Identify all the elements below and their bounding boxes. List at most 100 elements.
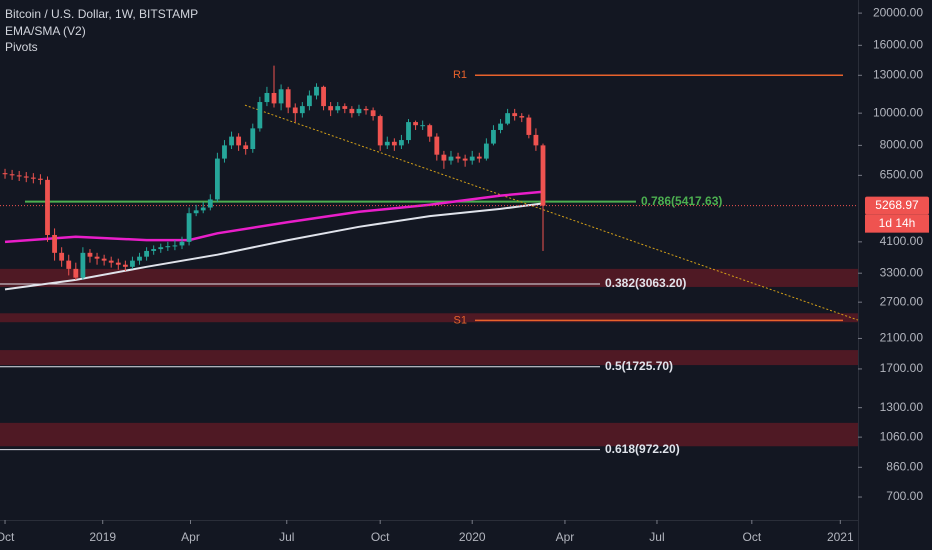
candle-body <box>108 260 114 263</box>
fib-label: 0.786(5417.63) <box>641 194 722 208</box>
candle-body <box>66 260 72 269</box>
candle-body <box>427 125 433 137</box>
candle-body <box>377 116 383 146</box>
x-tick-label: Apr <box>556 530 575 544</box>
candle-body <box>158 247 164 250</box>
candle-body <box>257 102 263 129</box>
candle-body <box>420 125 426 127</box>
candle-body <box>172 245 178 247</box>
candle-body <box>45 179 50 235</box>
candle-body <box>342 106 348 109</box>
zone <box>0 350 858 366</box>
candle-body <box>243 145 249 150</box>
candle-body <box>321 86 326 107</box>
x-tick-label: Oct <box>742 530 761 544</box>
candle-body <box>434 136 440 155</box>
y-tick-label: 2100.00 <box>880 331 924 345</box>
candle-body <box>469 156 475 161</box>
candle-body <box>356 108 362 114</box>
candle-body <box>391 141 397 146</box>
candle-body <box>137 256 142 261</box>
fib-label: 0.5(1725.70) <box>605 359 673 373</box>
candle-body <box>491 129 496 144</box>
y-tick-label: 1300.00 <box>880 400 924 414</box>
candle-body <box>250 128 256 150</box>
candle-body <box>349 108 355 114</box>
trendline <box>244 104 859 321</box>
x-tick-label: Oct <box>371 530 390 544</box>
candle-body <box>519 116 525 118</box>
candle-body <box>512 113 518 117</box>
y-tick-label: 16000.00 <box>873 37 923 51</box>
y-tick-label: 6500.00 <box>880 168 924 182</box>
candle-body <box>122 264 128 267</box>
candle-body <box>328 106 334 111</box>
candle-body <box>52 234 57 253</box>
countdown-tag <box>865 214 929 233</box>
candle-body <box>30 177 36 179</box>
x-tick-label: 2019 <box>89 530 116 544</box>
candle-body <box>540 145 546 206</box>
candle-body <box>533 134 539 146</box>
plot-area <box>0 65 859 451</box>
x-tick-label: 2020 <box>459 530 486 544</box>
candle-body <box>526 117 532 135</box>
candle-body <box>278 89 284 104</box>
x-tick-label: Jul <box>649 530 664 544</box>
candle-body <box>16 175 22 177</box>
candle-body <box>314 86 319 96</box>
candle-body <box>448 156 454 161</box>
candle-body <box>462 158 468 161</box>
indicator-name: EMA/SMA (V2) <box>5 24 86 38</box>
x-tick-label: Jul <box>279 530 294 544</box>
candle-body <box>179 241 185 246</box>
y-tick-label: 10000.00 <box>873 105 923 119</box>
candle-body <box>498 123 503 130</box>
y-tick-label: 20000.00 <box>873 5 923 19</box>
candle-body <box>455 156 461 159</box>
candle-body <box>476 156 482 159</box>
price-tag <box>865 196 929 215</box>
y-tick-label: 3300.00 <box>880 265 924 279</box>
y-tick-label: 700.00 <box>886 489 923 503</box>
x-tick-label: 2021 <box>827 530 854 544</box>
candle-body <box>151 249 157 251</box>
candle-body <box>264 92 270 103</box>
fib-label: 0.382(3063.20) <box>605 276 686 290</box>
zone <box>0 268 858 287</box>
candle-body <box>399 140 404 146</box>
x-tick-label: Oct <box>0 530 15 544</box>
candle-body <box>73 268 79 278</box>
candle-body <box>229 136 234 146</box>
candle-body <box>130 260 135 267</box>
candle-body <box>80 252 86 278</box>
pivot-label: R1 <box>453 69 467 81</box>
candle-body <box>236 136 242 146</box>
candle-body <box>59 252 65 261</box>
fib-label: 0.618(972.20) <box>605 442 680 456</box>
y-tick-label: 8000.00 <box>880 138 924 152</box>
candle-body <box>144 250 149 257</box>
candle-body <box>9 174 15 176</box>
chart-title: Bitcoin / U.S. Dollar, 1W, BITSTAMP <box>5 7 198 21</box>
y-tick-label: 4100.00 <box>880 234 924 248</box>
candle-body <box>483 143 489 159</box>
candle-body <box>505 113 511 124</box>
candle-body <box>285 89 291 108</box>
candle-body <box>222 145 227 159</box>
candle-body <box>363 108 369 111</box>
candle-body <box>200 207 206 211</box>
candle-body <box>2 173 8 175</box>
zone <box>0 313 858 323</box>
y-tick-label: 2700.00 <box>880 294 924 308</box>
candle-body <box>384 141 390 146</box>
candle-body <box>299 106 305 114</box>
candle-body <box>214 158 220 200</box>
x-tick-label: Apr <box>181 530 200 544</box>
candle-body <box>193 210 199 214</box>
candle-body <box>207 199 213 208</box>
price-tag-label: 5268.97 <box>875 198 919 212</box>
moving-average <box>4 202 544 291</box>
